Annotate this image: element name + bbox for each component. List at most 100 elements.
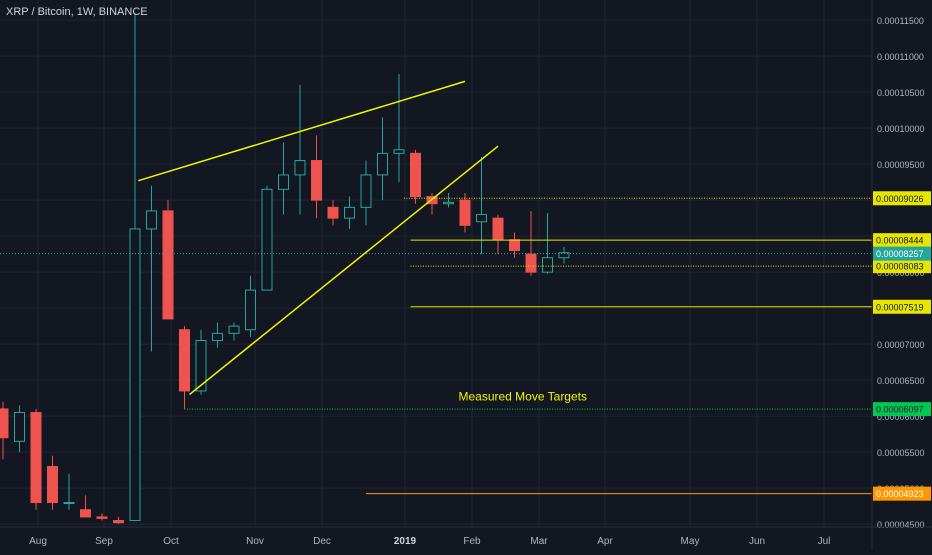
- price-tick-label: 0.00011500: [877, 16, 924, 26]
- candle-body: [360, 174, 372, 208]
- candle[interactable]: [377, 117, 388, 201]
- price-label-text: 0.00007519: [876, 302, 924, 312]
- candle[interactable]: [228, 322, 240, 341]
- time-tick-label: Feb: [463, 536, 481, 547]
- candle[interactable]: [113, 516, 124, 525]
- candle-body: [245, 289, 256, 331]
- time-tick-label: May: [681, 536, 700, 547]
- price-label-box: [873, 233, 931, 248]
- candle[interactable]: [410, 149, 421, 204]
- symbol-title: XRP / Bitcoin, 1W, BINANCE: [6, 6, 148, 18]
- candle[interactable]: [459, 192, 471, 233]
- price-axis[interactable]: 0.00011500 0.00011000 0.00010500 0.00010000…: [871, 0, 931, 550]
- price-tick-label: 0.00007000: [877, 340, 925, 350]
- level-0.00008083-label: 0.00008083: [873, 259, 931, 274]
- candle[interactable]: [146, 185, 157, 352]
- candle[interactable]: [393, 74, 405, 183]
- candle-body: [410, 152, 421, 198]
- candle[interactable]: [47, 455, 58, 510]
- candle-body: [492, 217, 504, 241]
- candle-body: [443, 201, 454, 205]
- candle[interactable]: [80, 495, 91, 518]
- candle[interactable]: [212, 322, 223, 348]
- price-label-text: 0.00004923: [876, 489, 924, 499]
- grid-lines: [0, 0, 872, 527]
- candle-body: [30, 412, 42, 504]
- time-tick-label: Aug: [29, 536, 47, 547]
- price-label-box: [873, 191, 931, 206]
- candle[interactable]: [525, 210, 537, 276]
- candle-body: [14, 412, 25, 442]
- candle-body: [459, 199, 471, 226]
- price-label-box: [873, 246, 931, 261]
- time-tick-label: Sep: [95, 536, 113, 547]
- candle[interactable]: [14, 405, 25, 453]
- candle[interactable]: [179, 326, 190, 409]
- candle[interactable]: [294, 84, 306, 215]
- price-tick-label: 0.00004500: [877, 520, 925, 530]
- price-tick-label: 0.00006500: [877, 376, 925, 386]
- candle-body: [129, 228, 141, 522]
- time-tick-label: Dec: [313, 536, 331, 547]
- candle-body: [261, 188, 273, 291]
- candle[interactable]: [195, 329, 207, 395]
- candle[interactable]: [327, 200, 339, 226]
- candle[interactable]: [129, 12, 141, 522]
- candle[interactable]: [344, 196, 355, 229]
- price-label-box: [873, 259, 931, 274]
- candle[interactable]: [542, 213, 553, 274]
- candle-body: [0, 408, 9, 439]
- candle-body: [96, 516, 108, 519]
- candle-body: [179, 329, 190, 392]
- candle[interactable]: [30, 408, 42, 510]
- price-tick-label: 0.00006000: [877, 412, 925, 422]
- time-axis[interactable]: Aug Sep Oct Nov Dec 2019 Feb Mar Apr May Jun Jul: [0, 526, 932, 547]
- candle[interactable]: [311, 135, 322, 219]
- candle-body: [228, 325, 240, 334]
- time-tick-label: Nov: [246, 536, 264, 547]
- candle-body: [344, 206, 355, 219]
- price-label-box: [873, 299, 931, 314]
- upper-wedge-line[interactable]: [138, 80, 466, 182]
- time-tick-label: Oct: [163, 536, 179, 547]
- time-tick-label: Jul: [818, 536, 831, 547]
- candle[interactable]: [443, 192, 454, 208]
- time-tick-label: 2019: [394, 536, 417, 547]
- candles[interactable]: [0, 12, 570, 525]
- candle[interactable]: [96, 513, 108, 521]
- candle[interactable]: [360, 160, 372, 226]
- price-label-box: [873, 402, 931, 417]
- drawings[interactable]: Measured Move Targets: [0, 80, 872, 495]
- candle[interactable]: [162, 200, 174, 320]
- candle-body: [509, 239, 520, 252]
- price-label-text: 0.00008083: [876, 262, 924, 272]
- level-0.00007519-label: 0.00007519: [873, 299, 931, 314]
- time-tick-label: Jun: [749, 536, 765, 547]
- candle-body: [47, 466, 58, 504]
- candle-body: [80, 509, 91, 518]
- measured-move-annotation[interactable]: Measured Move Targets: [458, 389, 587, 403]
- level-0.00004923-label: 0.00004923: [873, 486, 931, 501]
- candle[interactable]: [261, 185, 273, 291]
- price-label-text: 0.00009026: [876, 194, 924, 204]
- price-label-box: [873, 486, 931, 501]
- candle-body: [525, 253, 537, 273]
- level-0.00006097-label: 0.00006097: [873, 402, 931, 417]
- candle-body: [162, 210, 174, 320]
- candle-body: [146, 210, 157, 230]
- candle[interactable]: [278, 142, 289, 215]
- candle-body: [63, 502, 75, 505]
- candle-body: [212, 332, 223, 342]
- candle[interactable]: [245, 275, 256, 337]
- time-tick-label: Apr: [597, 536, 613, 547]
- price-label-text: 0.00008444: [876, 236, 924, 246]
- time-tick-label: Mar: [530, 536, 548, 547]
- lower-wedge-line[interactable]: [188, 145, 499, 396]
- candle[interactable]: [476, 156, 487, 255]
- candle[interactable]: [558, 246, 570, 264]
- candle[interactable]: [63, 473, 75, 510]
- level-0.00008444-label: 0.00008444: [873, 233, 931, 248]
- candle[interactable]: [0, 401, 9, 460]
